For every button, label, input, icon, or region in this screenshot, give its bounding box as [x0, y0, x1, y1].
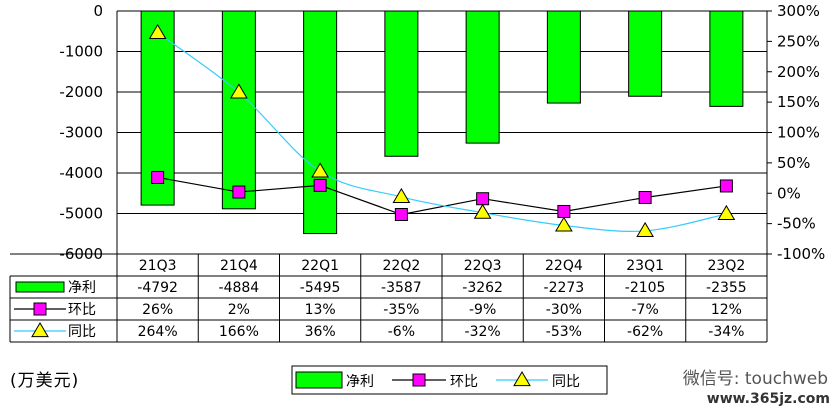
marker-square: [719, 179, 733, 193]
category-label: 23Q1: [626, 258, 664, 274]
table-value: 13%: [305, 302, 336, 318]
legend-label: 净利: [346, 374, 374, 390]
marker-square: [232, 185, 246, 199]
table-value: -32%: [465, 324, 501, 340]
category-label: 22Q2: [383, 258, 421, 274]
legend-label: 同比: [552, 374, 580, 390]
bar: [465, 10, 500, 144]
bar: [628, 10, 663, 97]
marker-triangle: [392, 187, 411, 203]
gridlines: [117, 10, 767, 255]
table-value: -5495: [300, 280, 341, 296]
series-markers: [148, 23, 736, 238]
table-value: 2%: [228, 302, 250, 318]
bar: [384, 10, 419, 157]
marker-triangle: [148, 23, 167, 39]
series-name: 环比: [68, 302, 96, 318]
table-value: -2273: [544, 280, 585, 296]
bar: [303, 10, 338, 235]
table-value: -6%: [388, 324, 415, 340]
marker-square: [638, 191, 652, 205]
y-left-tick-label: -3000: [59, 124, 103, 142]
y-right-tick-label: 0%: [777, 184, 801, 202]
unit-label: (万美元): [10, 371, 80, 391]
marker-square: [557, 204, 571, 218]
series-line-环比: [157, 176, 727, 216]
series-name: 同比: [68, 324, 96, 340]
legend: 净利 环比 同比: [291, 365, 608, 395]
legend-box: [291, 365, 608, 395]
bars: [140, 10, 744, 235]
marker-triangle: [513, 371, 531, 387]
y-right-tick-label: -100%: [777, 245, 825, 263]
table-value: 12%: [711, 302, 742, 318]
table-value: -53%: [546, 324, 582, 340]
table-value: 26%: [142, 302, 173, 318]
marker-square: [313, 178, 327, 192]
marker-triangle: [636, 221, 654, 238]
marker-square: [33, 302, 47, 316]
marker-triangle: [473, 203, 492, 219]
watermark-wechat: 微信号: touchweb: [682, 369, 828, 389]
table-value: -30%: [546, 302, 582, 318]
y-right-tick-label: 250%: [777, 32, 820, 50]
bar: [709, 10, 744, 107]
bar: [221, 10, 256, 210]
table-key-bar: [15, 281, 65, 293]
y-right-tick-label: 300%: [777, 2, 820, 20]
marker-square: [151, 170, 165, 184]
category-label: 22Q1: [301, 258, 339, 274]
y-left-tick-label: -2000: [59, 83, 103, 101]
data-table: 21Q3 21Q4 22Q1 22Q2 22Q3 22Q4 23Q1 23Q2 净利 -4792 -…: [9, 253, 768, 343]
legend-key-bar: [295, 371, 343, 389]
marker-triangle: [555, 216, 573, 232]
y-right-tick-label: 50%: [777, 154, 810, 172]
table-value: -9%: [469, 302, 496, 318]
category-label: 21Q3: [139, 258, 177, 274]
series-name: 净利: [68, 280, 96, 296]
table-value: -7%: [631, 302, 658, 318]
y-right-tick-label: -50%: [777, 215, 816, 233]
table-value: -62%: [627, 324, 663, 340]
table-value: -3262: [462, 280, 503, 296]
marker-square: [394, 208, 408, 222]
y-left-tick-label: 0: [93, 2, 103, 20]
y-right-tick-label: 200%: [777, 63, 820, 81]
legend-label: 环比: [450, 374, 478, 390]
category-label: 22Q4: [545, 258, 583, 274]
marker-triangle: [31, 322, 49, 338]
table-value: 166%: [219, 324, 259, 340]
table-value: 264%: [138, 324, 178, 340]
table-value: -3587: [381, 280, 422, 296]
axes: -6000-5000-4000-3000-2000-10000-100%-50%…: [59, 2, 825, 263]
y-right-tick-label: 100%: [777, 124, 820, 142]
table-value: -4884: [219, 280, 260, 296]
category-label: 21Q4: [220, 258, 258, 274]
table-value: -4792: [137, 280, 178, 296]
category-label: 22Q3: [464, 258, 502, 274]
bar: [546, 10, 581, 104]
marker-triangle: [230, 83, 248, 99]
y-left-tick-label: -4000: [59, 164, 103, 182]
table-value: -34%: [708, 324, 744, 340]
table-value: -2105: [625, 280, 666, 296]
category-label: 23Q2: [708, 258, 746, 274]
watermark-url: www.365jz.com: [706, 391, 830, 407]
y-right-tick-label: 150%: [777, 93, 820, 111]
marker-triangle: [717, 204, 736, 221]
marker-triangle: [311, 162, 329, 178]
marker-square: [476, 192, 490, 206]
y-left-tick-label: -5000: [59, 205, 103, 223]
table-value: 36%: [305, 324, 336, 340]
table-value: -2355: [706, 280, 747, 296]
marker-square: [412, 373, 426, 387]
y-left-tick-label: -1000: [59, 43, 103, 61]
table-value: -35%: [383, 302, 419, 318]
